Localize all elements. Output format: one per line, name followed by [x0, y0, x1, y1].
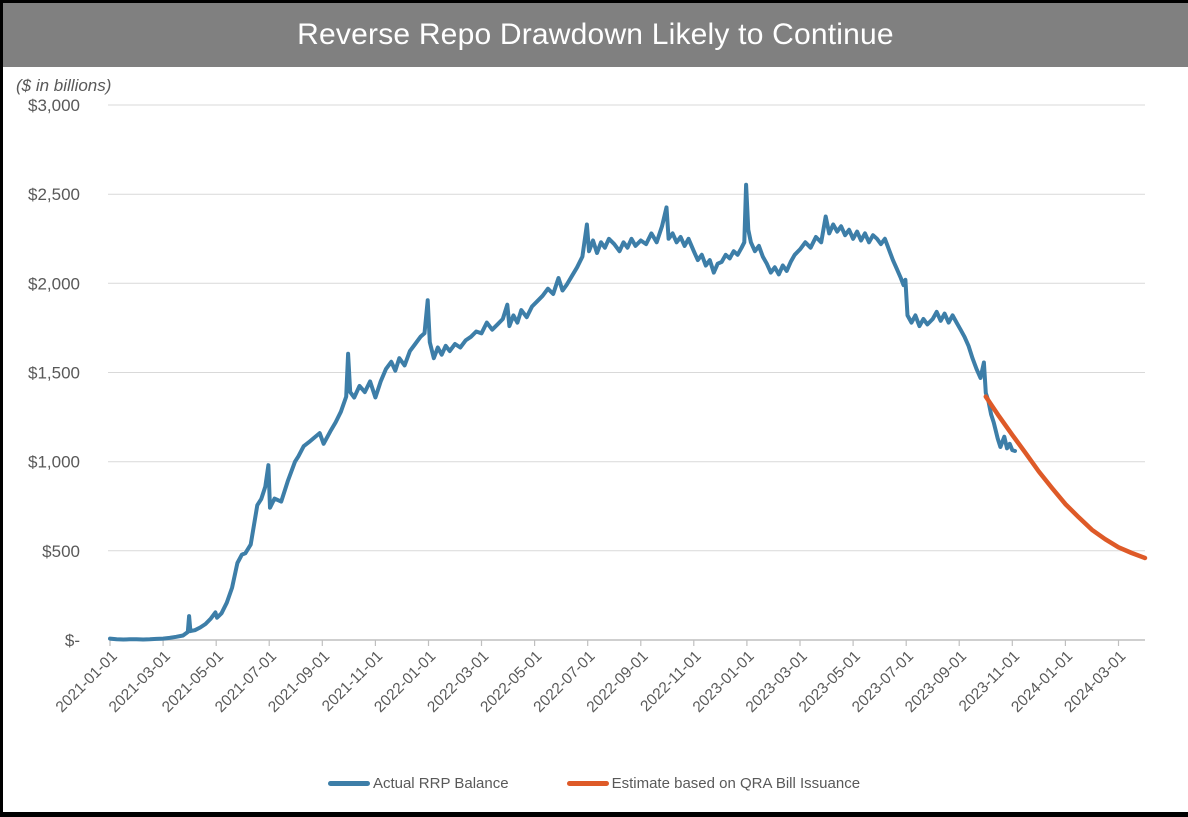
estimate-line-swatch-icon — [566, 780, 609, 786]
y-axis-labels: $3,000 $2,500 $2,000 $1,500 $1,000 $500 $- — [28, 96, 80, 650]
page-border-bottom — [0, 812, 1188, 817]
chart-legend: Actual RRP Balance Estimate based on QRA … — [0, 770, 1188, 796]
chart-title-bar: Reverse Repo Drawdown Likely to Continue — [3, 3, 1188, 67]
y-tick-label: $2,500 — [28, 185, 80, 204]
actual-rrp-line — [108, 182, 1017, 642]
legend-label: Estimate based on QRA Bill Issuance — [611, 774, 861, 792]
chart-title: Reverse Repo Drawdown Likely to Continue — [297, 18, 894, 51]
y-tick-label: $1,500 — [28, 364, 80, 383]
legend-label: Actual RRP Balance — [372, 774, 509, 792]
x-axis — [109, 639, 1145, 646]
page-border-top — [0, 0, 1188, 3]
y-gridlines — [108, 104, 1145, 552]
estimate-line — [983, 394, 1148, 561]
legend-item-estimate: Estimate based on QRA Bill Issuance — [566, 774, 861, 792]
y-tick-label: $- — [65, 631, 80, 650]
legend-item-actual: Actual RRP Balance — [327, 774, 509, 792]
y-tick-label: $3,000 — [28, 96, 80, 115]
units-note: ($ in billions) — [16, 76, 112, 95]
page-border-left — [0, 0, 3, 817]
y-tick-label: $500 — [42, 542, 80, 561]
y-tick-label: $2,000 — [28, 274, 80, 293]
x-axis-labels: 2021-01-012021-03-012021-05-012021-07-01… — [53, 648, 1130, 716]
actual-line-swatch-icon — [327, 780, 370, 786]
y-tick-label: $1,000 — [28, 453, 80, 472]
